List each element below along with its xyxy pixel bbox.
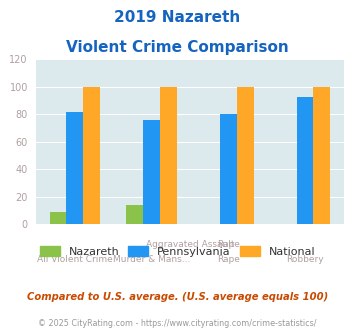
Bar [296, 96, 313, 224]
Bar [83, 87, 100, 224]
Text: Rape: Rape [217, 240, 240, 249]
Legend: Nazareth, Pennsylvania, National: Nazareth, Pennsylvania, National [37, 243, 318, 260]
Text: Compared to U.S. average. (U.S. average equals 100): Compared to U.S. average. (U.S. average … [27, 292, 328, 302]
Text: Murder & Mans...: Murder & Mans... [113, 255, 190, 264]
Text: Robbery: Robbery [286, 255, 324, 264]
Text: All Violent Crime: All Violent Crime [37, 255, 113, 264]
Bar [143, 120, 160, 224]
Text: Violent Crime Comparison: Violent Crime Comparison [66, 40, 289, 54]
Bar [66, 112, 83, 224]
Bar [237, 87, 253, 224]
Bar [50, 212, 66, 224]
Bar [220, 115, 237, 224]
Bar [160, 87, 177, 224]
Text: Aggravated Assault: Aggravated Assault [146, 240, 234, 249]
Bar [126, 205, 143, 224]
Text: 2019 Nazareth: 2019 Nazareth [114, 10, 241, 25]
Bar [313, 87, 330, 224]
Text: Rape: Rape [217, 255, 240, 264]
Text: © 2025 CityRating.com - https://www.cityrating.com/crime-statistics/: © 2025 CityRating.com - https://www.city… [38, 319, 317, 328]
